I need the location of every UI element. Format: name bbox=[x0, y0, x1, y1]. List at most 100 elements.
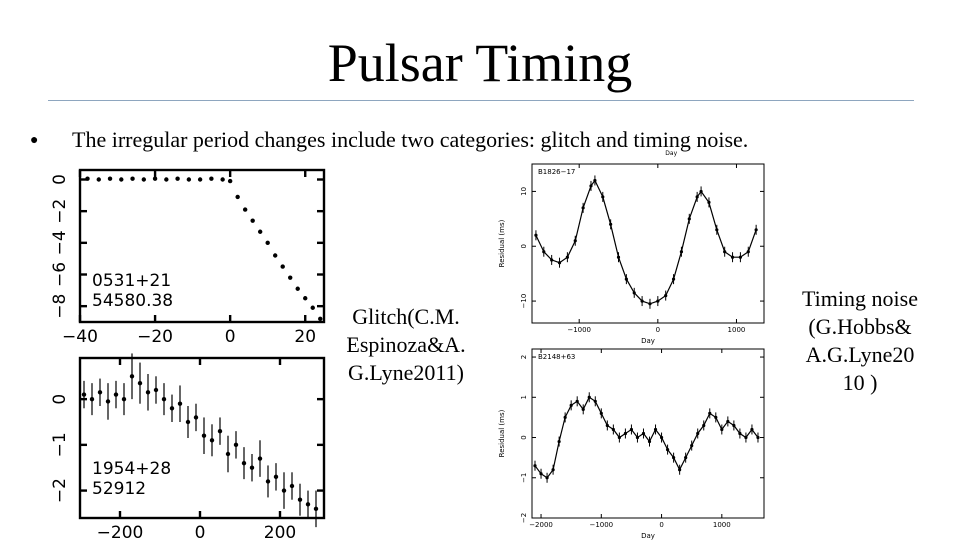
data-point bbox=[575, 399, 579, 403]
data-point bbox=[257, 456, 263, 461]
x-tick-label: 200 bbox=[264, 523, 296, 540]
data-point bbox=[726, 419, 730, 424]
x-tick-label: 0 bbox=[225, 327, 236, 347]
x-tick-label: −200 bbox=[97, 523, 144, 540]
data-point bbox=[678, 468, 682, 472]
data-point bbox=[756, 435, 760, 440]
data-point bbox=[624, 277, 628, 281]
data-point bbox=[589, 184, 593, 188]
data-point bbox=[656, 299, 660, 303]
data-point bbox=[250, 218, 255, 223]
data-point bbox=[738, 431, 742, 436]
noise-caption-line: 10 ) bbox=[842, 370, 878, 395]
data-point bbox=[153, 387, 159, 393]
data-point bbox=[539, 472, 543, 476]
data-point bbox=[175, 176, 180, 181]
data-point bbox=[89, 396, 95, 402]
glitch-caption: Glitch(C.M. Espinoza&A. G.Lyne2011) bbox=[326, 303, 486, 387]
data-point bbox=[305, 502, 311, 507]
x-tick-label: 1000 bbox=[713, 521, 731, 529]
data-point bbox=[164, 177, 169, 182]
data-point bbox=[647, 439, 652, 444]
data-point bbox=[593, 399, 597, 403]
x-tick-label: 20 bbox=[294, 327, 316, 347]
data-point bbox=[715, 228, 719, 232]
data-point bbox=[563, 415, 567, 420]
data-point bbox=[313, 506, 319, 512]
x-axis-label-top: Day bbox=[665, 150, 677, 157]
x-tick-label: −1000 bbox=[567, 326, 591, 334]
data-point bbox=[220, 177, 225, 182]
glitch-caption-line: Espinoza&A. bbox=[346, 332, 466, 357]
data-point bbox=[265, 479, 271, 484]
y-tick-label: 1 bbox=[520, 395, 528, 399]
y-tick-label: −10 bbox=[520, 294, 528, 309]
data-point bbox=[533, 464, 537, 468]
series-line bbox=[534, 396, 759, 479]
plot-annotation: 54580.38 bbox=[92, 291, 173, 311]
data-point bbox=[609, 222, 613, 226]
y-axis-label: Residual (ms) bbox=[498, 409, 506, 457]
plot-annotation: B2148+63 bbox=[538, 353, 575, 361]
data-point bbox=[97, 390, 103, 395]
y-tick-label: −1 bbox=[50, 432, 70, 457]
data-point bbox=[273, 474, 279, 480]
noise-plot-bottom: −2000 −1000 0 1000 2 1 0 −1 −2 B2148+63 Day Residua… bbox=[496, 345, 776, 540]
data-point bbox=[593, 178, 597, 183]
noise-plot-top: −1000 0 1000 10 0 −10 B1826−17 Day Day Residual (… bbox=[496, 150, 776, 345]
data-point bbox=[696, 431, 700, 436]
data-point bbox=[714, 415, 718, 420]
data-point bbox=[107, 176, 113, 181]
data-point bbox=[145, 390, 151, 395]
data-point bbox=[665, 447, 670, 452]
data-point bbox=[209, 176, 214, 181]
data-point bbox=[723, 250, 727, 254]
data-point bbox=[679, 250, 684, 254]
data-point bbox=[565, 255, 569, 259]
noise-caption-line: Timing noise bbox=[802, 286, 918, 311]
data-point bbox=[569, 403, 573, 407]
data-point bbox=[197, 177, 203, 182]
data-point bbox=[201, 433, 207, 438]
data-point bbox=[121, 396, 127, 402]
noise-plot-bottom-svg: −2000 −1000 0 1000 2 1 0 −1 −2 B2148+63 Day Residua… bbox=[498, 348, 765, 540]
data-point bbox=[534, 233, 538, 237]
x-tick-label: 1000 bbox=[728, 326, 746, 334]
x-tick-label: −2000 bbox=[529, 521, 553, 529]
x-tick-label: −20 bbox=[137, 327, 173, 347]
x-tick-label: 0 bbox=[195, 523, 206, 540]
data-point bbox=[551, 468, 555, 472]
data-point bbox=[702, 423, 706, 428]
data-point bbox=[177, 401, 183, 406]
data-point bbox=[699, 189, 703, 194]
data-point bbox=[738, 255, 743, 259]
y-tick-label: −2 bbox=[50, 199, 70, 224]
data-point bbox=[616, 255, 621, 259]
data-point bbox=[281, 488, 287, 493]
data-point bbox=[295, 286, 300, 291]
page-title: Pulsar Timing bbox=[327, 33, 633, 93]
data-point bbox=[573, 239, 577, 243]
plot-annotation: 1954+28 bbox=[92, 459, 171, 479]
data-point bbox=[227, 178, 233, 184]
data-point bbox=[684, 456, 688, 460]
data-point bbox=[629, 427, 634, 432]
x-axis-label: Day bbox=[641, 337, 655, 345]
data-point bbox=[659, 435, 664, 440]
data-point bbox=[635, 435, 640, 440]
data-point bbox=[601, 195, 605, 199]
data-point bbox=[550, 258, 554, 262]
data-point bbox=[288, 275, 293, 280]
data-point bbox=[113, 392, 119, 397]
data-point bbox=[746, 250, 750, 254]
y-tick-label: −4 bbox=[50, 230, 70, 255]
noise-caption-line: A.G.Lyne20 bbox=[805, 342, 915, 367]
data-point bbox=[690, 443, 694, 448]
plot-frame bbox=[531, 163, 765, 324]
data-point bbox=[641, 431, 646, 436]
plot-frame bbox=[78, 356, 326, 520]
y-tick-label: 10 bbox=[520, 187, 528, 196]
data-point bbox=[653, 427, 658, 432]
